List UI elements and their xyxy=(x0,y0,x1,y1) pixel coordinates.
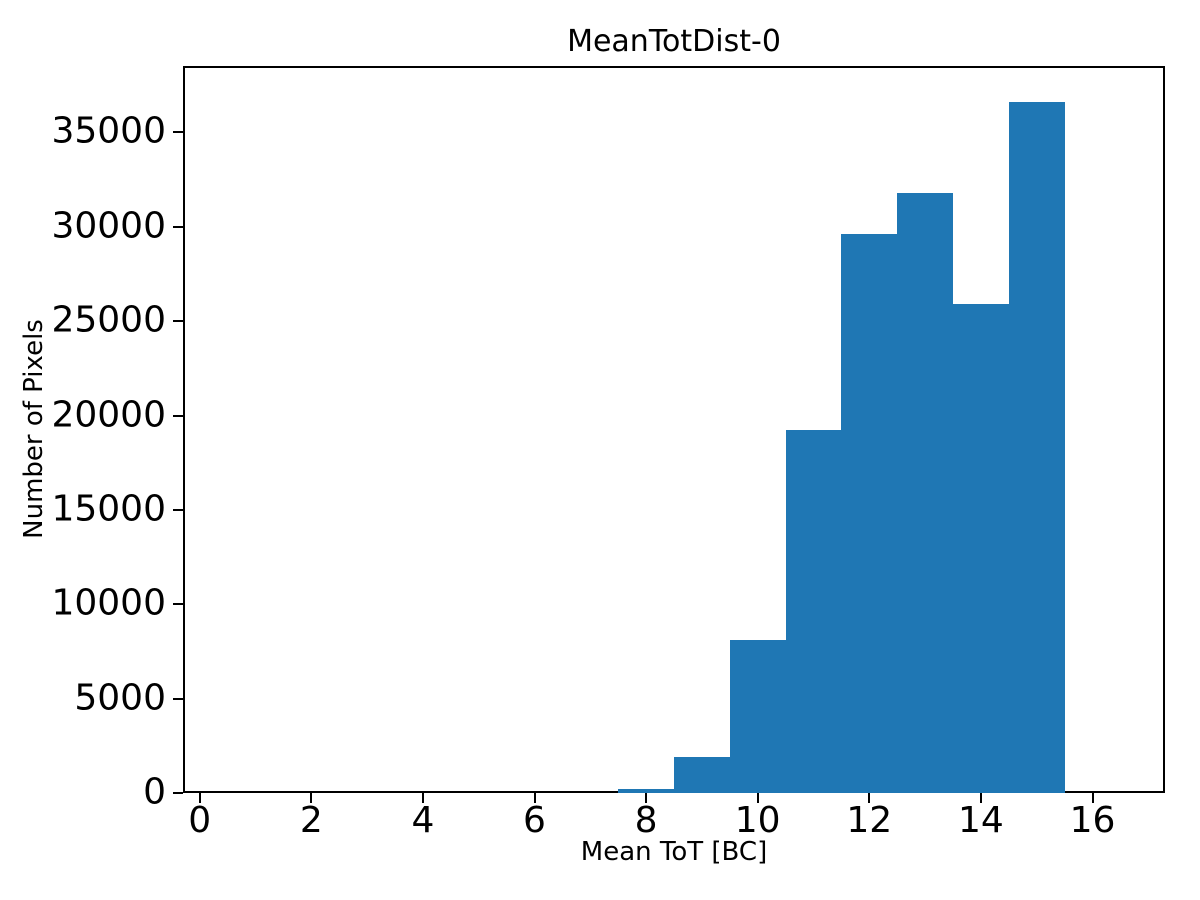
y-tick-label: 10000 xyxy=(51,582,166,624)
x-tick-label: 12 xyxy=(846,800,893,841)
y-axis-tick xyxy=(173,697,183,700)
histogram-bar xyxy=(785,429,842,793)
y-axis-tick xyxy=(173,508,183,511)
x-tick-label: 14 xyxy=(957,800,1004,841)
y-tick-label: 5000 xyxy=(74,677,166,719)
y-axis-tick xyxy=(173,225,183,228)
histogram-bar xyxy=(674,757,730,793)
x-axis-tick xyxy=(645,793,648,803)
histogram-bar xyxy=(1008,102,1065,793)
x-axis-tick xyxy=(1091,793,1094,803)
y-tick-label: 35000 xyxy=(51,110,166,152)
x-tick-label: 16 xyxy=(1069,800,1116,841)
x-axis-tick xyxy=(979,793,982,803)
x-tick-label: 10 xyxy=(734,800,781,841)
histogram-bar xyxy=(618,788,674,793)
histogram-bar xyxy=(841,234,898,793)
x-axis-tick xyxy=(310,793,313,803)
y-tick-label: 25000 xyxy=(51,299,166,341)
y-tick-label: 15000 xyxy=(51,488,166,530)
histogram-bar xyxy=(729,639,786,793)
x-axis-tick xyxy=(533,793,536,803)
x-axis-tick xyxy=(421,793,424,803)
y-axis-tick xyxy=(173,320,183,323)
x-tick-label: 6 xyxy=(523,800,546,841)
x-axis-tick xyxy=(198,793,201,803)
chart-title: MeanTotDist-0 xyxy=(567,24,781,59)
histogram-bar xyxy=(953,304,1009,793)
x-axis-tick xyxy=(868,793,871,803)
histogram-bar xyxy=(897,192,953,793)
x-axis-tick xyxy=(756,793,759,803)
y-axis-tick xyxy=(173,131,183,134)
x-tick-label: 8 xyxy=(634,800,658,841)
y-tick-label: 30000 xyxy=(51,205,166,247)
y-axis-tick xyxy=(173,792,183,794)
y-tick-label: 0 xyxy=(143,771,166,813)
x-tick-label: 0 xyxy=(188,800,212,841)
y-axis-tick xyxy=(173,414,183,417)
x-tick-label: 2 xyxy=(299,800,323,841)
x-tick-label: 4 xyxy=(411,800,435,841)
x-axis-label: Mean ToT [BC] xyxy=(580,837,768,867)
y-axis-tick xyxy=(173,603,183,606)
y-tick-label: 20000 xyxy=(51,393,166,435)
